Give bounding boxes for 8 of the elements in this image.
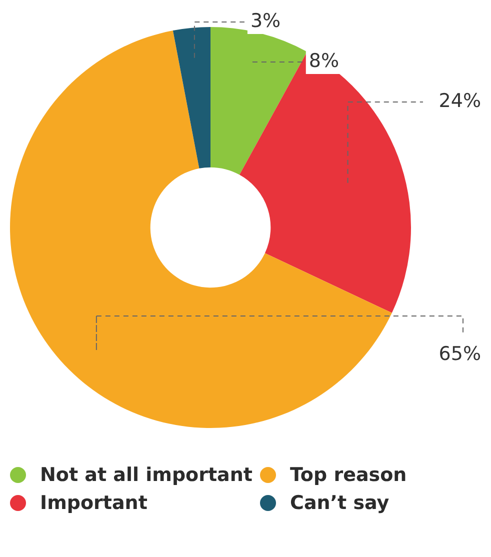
legend-label: Can’t say — [290, 492, 390, 514]
legend-label: Top reason — [290, 464, 407, 486]
data-label: 3% — [250, 10, 281, 32]
data-label: 24% — [438, 90, 481, 112]
data-label: 8% — [308, 50, 340, 72]
data-label: 65% — [438, 342, 481, 365]
legend-label: Important — [40, 492, 148, 514]
legend-label: Not at all important — [40, 464, 252, 486]
